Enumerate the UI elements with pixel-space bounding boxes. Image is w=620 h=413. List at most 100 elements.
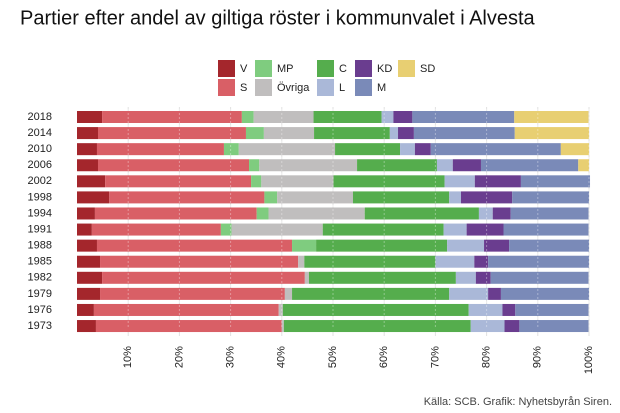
y-tick-label: 1979	[28, 288, 52, 300]
bar-segment	[77, 143, 97, 156]
bar-segment	[245, 127, 264, 140]
x-tick-label: 30%	[225, 346, 237, 368]
bar-segment	[223, 143, 239, 156]
bar-segment	[304, 271, 309, 284]
bar-segment	[393, 111, 413, 123]
y-tick-label: 1991	[28, 223, 52, 235]
bar-segment	[264, 191, 278, 204]
bar-segment	[514, 127, 589, 140]
bar-segment	[77, 255, 101, 268]
x-tick-label: 50%	[327, 346, 339, 368]
bar-segment	[102, 111, 242, 123]
bar-segment	[91, 223, 221, 236]
legend-label: Övriga	[277, 82, 310, 94]
bar-segment	[514, 111, 589, 123]
bar-segment	[256, 207, 269, 220]
bar-segment	[283, 320, 471, 333]
bar-segment	[510, 207, 589, 220]
bar-segment	[447, 239, 485, 252]
bar-segment	[284, 287, 293, 300]
y-tick-label: 2010	[28, 143, 52, 155]
bar-segment	[96, 143, 224, 156]
bar-segment	[220, 223, 232, 236]
bar-segment	[261, 175, 334, 188]
bar-segment	[308, 271, 456, 284]
bar-segment	[452, 159, 481, 172]
y-tick-label: 2006	[28, 159, 52, 171]
legend-label: M	[377, 82, 386, 94]
bar-segment	[77, 191, 110, 204]
chart-title: Partier efter andel av giltiga röster i …	[20, 7, 536, 29]
bar-segment	[468, 303, 503, 316]
x-tick-label: 90%	[532, 346, 544, 368]
bar-segment	[398, 127, 414, 140]
y-tick-label: 1985	[28, 256, 52, 268]
bar-segment	[520, 175, 591, 188]
legend-swatch	[218, 79, 235, 96]
bar-segment	[444, 175, 475, 188]
y-tick-label: 2002	[28, 175, 52, 187]
bar-segment	[515, 303, 589, 316]
bar-segment	[519, 320, 589, 333]
bar-segment	[480, 159, 579, 172]
bar-segment	[292, 287, 450, 300]
bar-segment	[474, 255, 489, 268]
legend-label: L	[339, 82, 345, 94]
bar-segment	[478, 207, 493, 220]
bar-segment	[109, 191, 265, 204]
bar-segment	[100, 287, 285, 300]
bar-segment	[249, 159, 260, 172]
bar-segment	[504, 320, 520, 333]
bar-segment	[316, 239, 448, 252]
bar-segment	[512, 191, 589, 204]
bar-segment	[470, 320, 505, 333]
bar-segment	[253, 111, 314, 123]
bar-segment	[449, 287, 489, 300]
bar-segment	[364, 207, 479, 220]
bar-segment	[490, 271, 589, 284]
bar-segment	[400, 143, 415, 156]
bar-segment	[238, 143, 336, 156]
bar-segment	[314, 127, 390, 140]
bar-segment	[413, 127, 515, 140]
bar-segment	[578, 159, 589, 172]
bar-segment	[292, 239, 317, 252]
bar-segment	[475, 271, 491, 284]
bar-segment	[333, 175, 445, 188]
bar-segment	[259, 159, 358, 172]
bar-segment	[503, 223, 589, 236]
bar-segment	[381, 111, 394, 123]
bar-segment	[357, 159, 437, 172]
bar-segment	[95, 320, 282, 333]
bar-segment	[435, 255, 475, 268]
bar-segment	[77, 111, 103, 123]
bar-segment	[436, 159, 453, 172]
bar-segment	[430, 143, 561, 156]
x-tick-label: 20%	[173, 346, 185, 368]
x-tick-label: 40%	[276, 346, 288, 368]
bar-segment	[102, 271, 305, 284]
y-tick-label: 1976	[28, 304, 52, 316]
legend-label: C	[339, 63, 347, 75]
x-tick-label: 60%	[378, 346, 390, 368]
legend-label: MP	[277, 63, 294, 75]
bar-segment	[414, 143, 431, 156]
bar-segment	[466, 223, 504, 236]
bar-segment	[282, 303, 469, 316]
y-tick-label: 1988	[28, 240, 52, 252]
bar-segment	[77, 175, 106, 188]
bar-segment	[77, 159, 98, 172]
bar-segment	[298, 255, 305, 268]
x-tick-label: 70%	[429, 346, 441, 368]
bar-segment	[492, 207, 511, 220]
bar-segment	[281, 320, 284, 333]
bar-segment	[77, 320, 96, 333]
bar-segment	[100, 255, 299, 268]
bar-segment	[461, 191, 513, 204]
bar-segment	[77, 207, 95, 220]
caption: Källa: SCB. Grafik: Nyhetsbyrån Siren.	[424, 396, 612, 408]
y-tick-label: 1998	[28, 191, 52, 203]
x-tick-label: 80%	[481, 346, 493, 368]
y-tick-label: 2018	[28, 111, 52, 123]
bar-segment	[449, 191, 461, 204]
